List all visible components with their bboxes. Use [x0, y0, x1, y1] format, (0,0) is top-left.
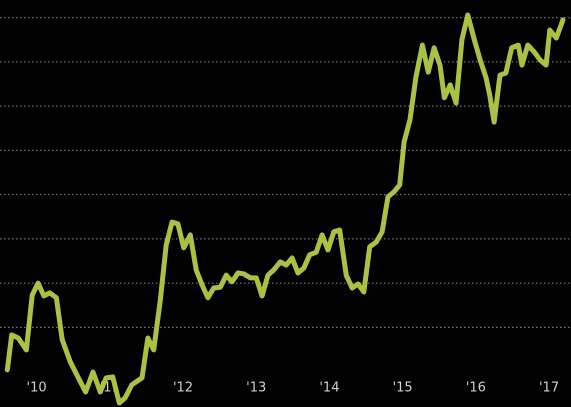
data-line: [4, 12, 566, 406]
x-tick-label: '15: [393, 381, 413, 396]
x-tick-label: '10: [27, 381, 47, 396]
x-tick-label: '12: [173, 381, 193, 396]
x-tick-label: '17: [539, 381, 559, 396]
x-tick-label: '16: [466, 381, 486, 396]
x-tick-label: '14: [319, 381, 339, 396]
x-tick-label: '13: [246, 381, 266, 396]
